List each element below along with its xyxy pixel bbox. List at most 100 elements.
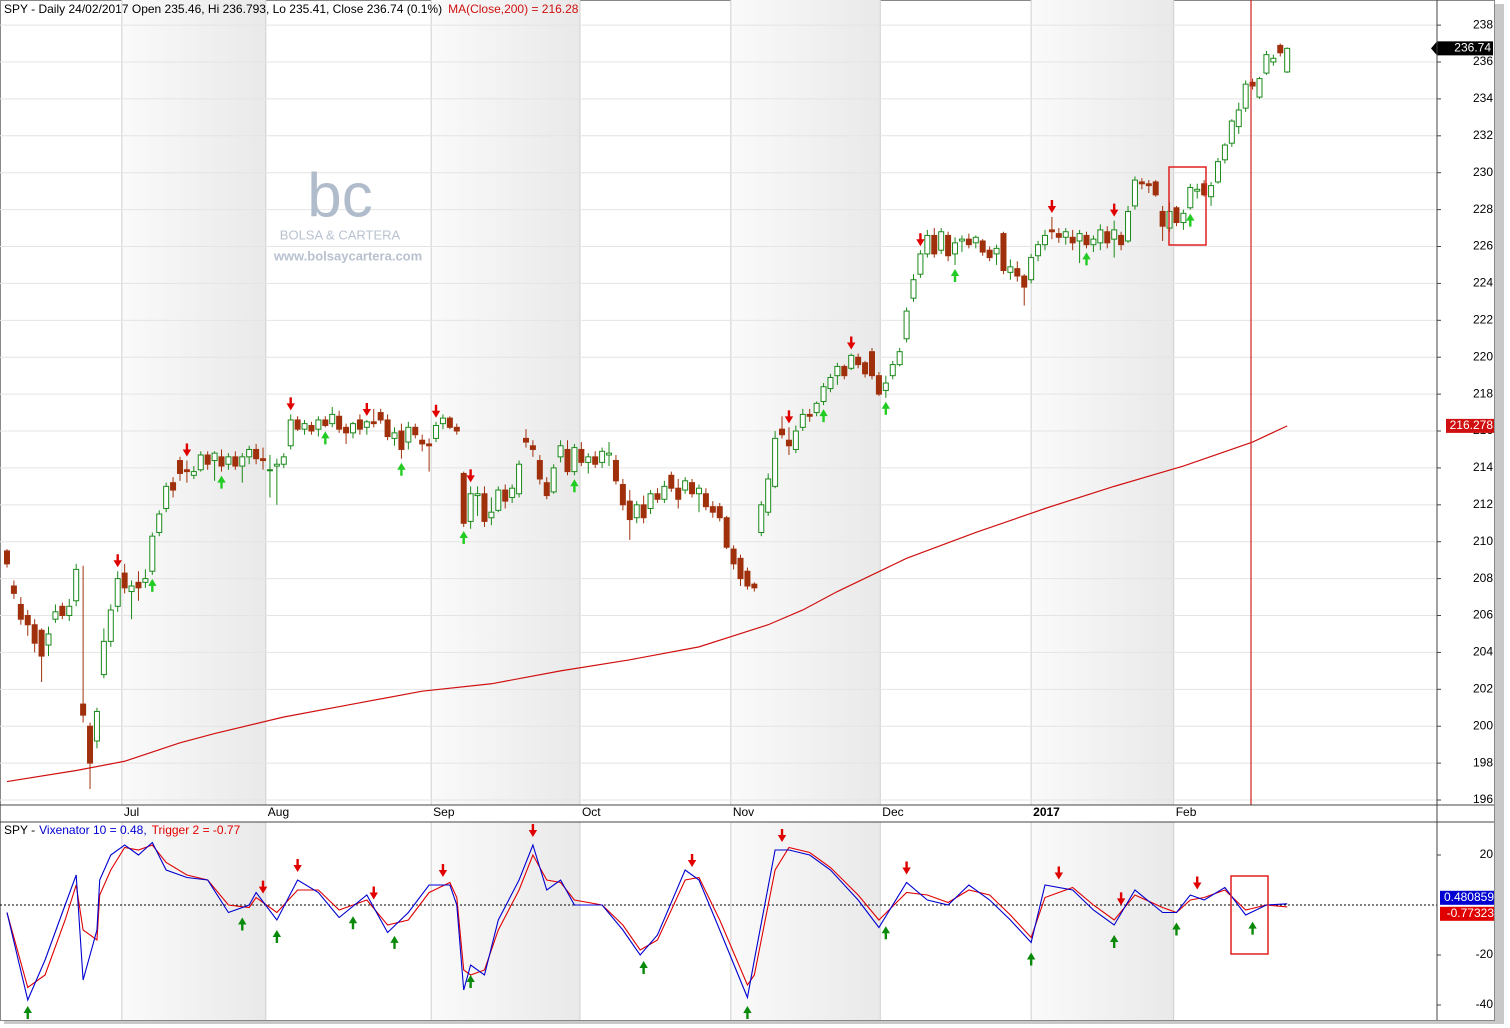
- ma-value-box: [1446, 418, 1494, 433]
- candle-body: [1194, 188, 1201, 192]
- buy-arrow: [1186, 213, 1195, 227]
- candle-body: [1062, 231, 1069, 238]
- candle-body: [640, 504, 647, 519]
- candle-body: [813, 402, 820, 414]
- candle-body: [426, 443, 433, 447]
- candle-body: [10, 585, 17, 594]
- candle-body: [1270, 57, 1277, 63]
- sell-arrow: [182, 443, 192, 457]
- candle-body: [225, 456, 232, 465]
- candle-body: [522, 437, 529, 443]
- y-tick-label: 214: [1473, 460, 1493, 474]
- sell-arrow: [258, 880, 268, 894]
- candle-body: [889, 364, 896, 377]
- candle-body: [737, 557, 744, 580]
- sell-arrow: [784, 410, 794, 424]
- candle-body: [1028, 257, 1035, 281]
- candle-body: [322, 419, 329, 426]
- sell-arrow: [466, 469, 475, 483]
- ma-legend: MA(Close,200) = 216.28: [448, 2, 579, 16]
- candle-body: [190, 471, 197, 476]
- period-shade: [1031, 822, 1174, 1020]
- candle-body: [204, 454, 211, 465]
- sell-arrow: [438, 864, 448, 877]
- candle-body: [841, 365, 848, 377]
- y-tick-label: 200: [1473, 718, 1493, 732]
- candle-body: [446, 417, 453, 428]
- candle-body: [239, 456, 246, 467]
- candle-body: [945, 234, 952, 257]
- candle-body: [917, 253, 924, 275]
- candle-body: [765, 478, 772, 513]
- candle-body: [495, 489, 502, 511]
- sell-arrow: [1054, 866, 1064, 880]
- close-value-pointer: [1431, 41, 1437, 56]
- candle-body: [1118, 234, 1125, 246]
- candle-body: [979, 240, 986, 253]
- candle-body: [1249, 81, 1256, 87]
- y-tick-label: 238: [1473, 17, 1493, 31]
- candle-body: [695, 487, 702, 495]
- candle-body: [855, 356, 862, 366]
- candle-body: [1208, 185, 1215, 198]
- period-shade: [431, 0, 580, 805]
- candle-body: [232, 456, 239, 467]
- candle-body: [1104, 231, 1111, 244]
- x-tick-label: Feb: [1176, 805, 1197, 819]
- buy-arrow: [390, 935, 399, 949]
- oscillator-value-box: [1440, 906, 1494, 921]
- candle-body: [156, 513, 163, 533]
- candle-body: [52, 611, 59, 620]
- sell-arrow: [687, 854, 697, 867]
- candle-body: [17, 603, 24, 620]
- candle-body: [1180, 212, 1187, 224]
- candle-body: [1138, 181, 1145, 185]
- candle-body: [716, 506, 723, 519]
- candle-body: [785, 439, 792, 447]
- period-shade: [431, 822, 580, 1020]
- period-shade: [730, 0, 881, 805]
- candle-body: [661, 485, 668, 500]
- candle-body: [792, 430, 799, 450]
- ma-value-label: 216.278: [1450, 418, 1494, 432]
- candle-body: [343, 426, 350, 434]
- candle-body: [377, 412, 384, 421]
- candle-body: [183, 469, 190, 473]
- y-tick-label: 236: [1473, 54, 1493, 68]
- buy-arrow: [272, 930, 282, 943]
- buy-arrow: [148, 578, 157, 592]
- y-tick-label: 208: [1473, 571, 1493, 585]
- candle-body: [73, 568, 80, 602]
- candle-body: [405, 426, 412, 443]
- buy-arrow: [348, 916, 358, 930]
- buy-arrow: [217, 475, 226, 489]
- period-shade: [121, 0, 266, 805]
- candle-body: [668, 474, 675, 489]
- oscillator-value-box: [1440, 890, 1494, 905]
- candle-body: [751, 583, 758, 589]
- oscillator-line: [6, 844, 1288, 989]
- candle-body: [862, 362, 869, 375]
- highlight-box: [1168, 166, 1207, 246]
- y-tick-label: -20: [1476, 947, 1494, 961]
- candle-body: [550, 467, 557, 493]
- candle-body: [349, 423, 356, 434]
- candle-body: [509, 487, 516, 498]
- buy-arrow: [881, 926, 891, 940]
- oscillator-value-label: 0.480859: [1444, 890, 1494, 904]
- candle-body: [619, 484, 626, 506]
- candle-body: [1083, 234, 1090, 246]
- background-layer: [0, 0, 1437, 1020]
- y-tick-label: 196: [1473, 792, 1493, 806]
- candle-body: [578, 448, 585, 463]
- candle-body: [80, 703, 87, 716]
- candle-body: [571, 447, 578, 473]
- candle-body: [398, 430, 405, 450]
- candle-body: [308, 424, 315, 432]
- candle-body: [301, 423, 308, 430]
- candle-body: [1221, 144, 1228, 161]
- candle-body: [1007, 266, 1014, 273]
- candle-body: [1173, 207, 1180, 224]
- candle-body: [1125, 210, 1132, 242]
